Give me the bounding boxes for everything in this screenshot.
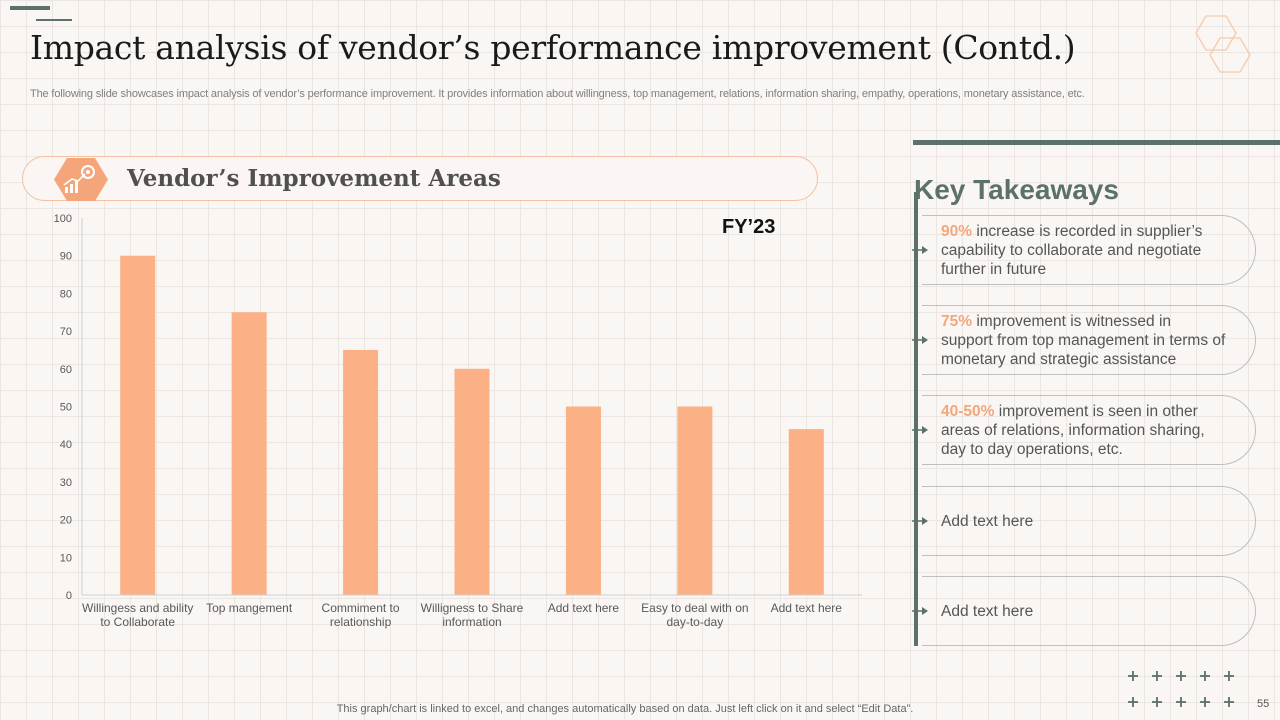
y-tick-label: 10 [60,552,72,564]
takeaways-top-bar [913,140,1280,145]
y-tick-label: 70 [60,326,72,338]
takeaway-highlight: 75% [941,312,973,330]
page-subtitle: The following slide showcases impact ana… [30,88,1085,100]
x-tick-label: Top mangement [206,601,293,615]
x-tick-label: Commiment to relationship [322,601,400,629]
x-tick-label: Add text here [548,601,620,615]
takeaway-body: Add text here [941,512,1034,530]
bar-chart: 0 10 20 30 40 50 60 70 80 90 100 Willingess and ab… [54,213,862,629]
y-tick-label: 80 [60,288,72,300]
takeaway-card: 90% increase is recorded in supplier’s c… [922,215,1256,285]
y-tick-label: 50 [60,402,72,414]
growth-chart-gear-icon [54,158,108,201]
bar [343,349,379,595]
top-accent-bar [10,6,50,10]
arrow-right-icon [912,246,928,254]
y-tick-label: 30 [60,477,72,489]
takeaway-text: Add text here [941,602,1033,621]
top-accent-line [36,19,72,21]
takeaway-body: improvement is witnessed in support from… [941,312,1226,368]
x-tick-label: Add text here [771,601,843,615]
takeaway-highlight: 90% [941,222,973,240]
x-tick-label: Willigness to Share information [421,601,524,629]
bar-series [120,255,824,595]
y-tick-label: 0 [66,590,72,602]
chart-title: FY’23 [722,216,776,238]
bar [565,406,601,595]
takeaway-body: improvement is seen in other areas of re… [941,402,1205,458]
takeaway-text: 90% increase is recorded in supplier’s c… [941,222,1227,279]
arrow-right-icon [912,607,928,615]
bar [231,312,267,595]
takeaways-vertical-line [914,192,918,646]
bar [120,255,156,595]
key-takeaways-title: Key Takeaways [914,174,1119,205]
y-tick-label: 40 [60,439,72,451]
takeaway-body: increase is recorded in supplier’s capab… [941,222,1203,278]
x-tick-label: Easy to deal with on day-to-day [641,601,748,629]
takeaway-text: 75% improvement is witnessed in support … [941,312,1227,369]
takeaway-card: 40-50% improvement is seen in other area… [922,395,1256,465]
takeaway-card: Add text here [922,486,1256,556]
y-tick-label: 20 [60,515,72,527]
arrow-right-icon [912,517,928,525]
takeaway-card: Add text here [922,576,1256,646]
y-axis: 0 10 20 30 40 50 60 70 80 90 100 [54,213,83,602]
section-header: Vendor’s Improvement Areas [22,156,818,201]
takeaway-text: 40-50% improvement is seen in other area… [941,402,1227,459]
arrow-right-icon [912,336,928,344]
bar [788,429,824,595]
page-title: Impact analysis of vendor’s performance … [30,28,1076,67]
takeaway-highlight: 40-50% [941,402,995,420]
x-tick-label: Willingess and ability to Collaborate [82,601,193,629]
plus-pattern-decoration-icon [1128,671,1234,707]
hexagon-decoration-icon [1195,15,1251,73]
takeaway-text: Add text here [941,512,1033,531]
footer-note: This graph/chart is linked to excel, and… [336,703,914,715]
page-number: 55 [1257,698,1270,710]
section-title: Vendor’s Improvement Areas [127,165,501,192]
bar [454,368,490,595]
takeaway-body: Add text here [941,602,1034,620]
bar [677,406,713,595]
y-tick-label: 100 [54,213,72,225]
takeaway-card: 75% improvement is witnessed in support … [922,305,1256,375]
arrow-right-icon [912,426,928,434]
x-axis: Willingess and ability to Collaborate Top … [82,594,862,629]
y-tick-label: 60 [60,364,72,376]
y-tick-label: 90 [60,251,72,263]
